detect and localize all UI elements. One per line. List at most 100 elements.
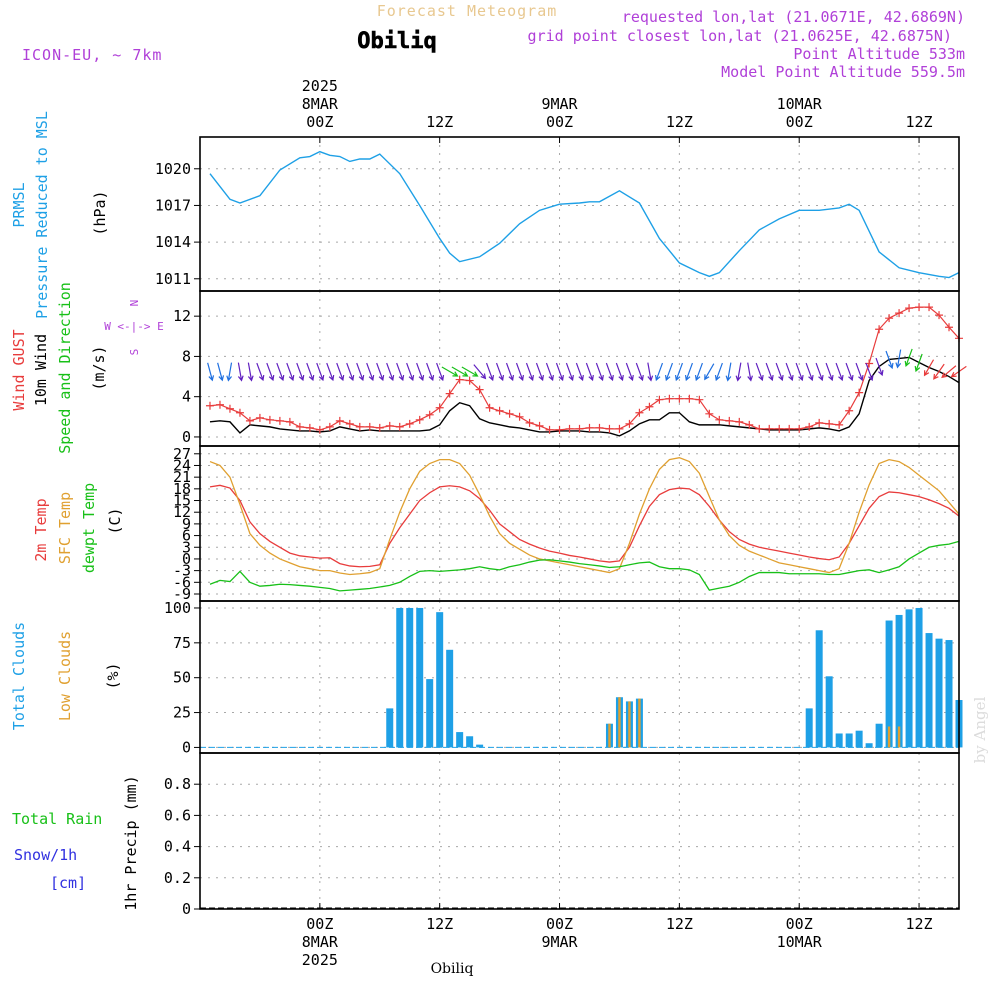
gust-marker — [885, 314, 894, 323]
x-tick-label-top: 12Z — [666, 113, 693, 131]
wind-arrow — [647, 362, 654, 382]
gust-marker — [665, 394, 674, 403]
wind-arrow — [451, 366, 469, 377]
bar-total-clouds — [935, 638, 943, 748]
gust-marker — [695, 395, 704, 404]
panel-frame — [199, 136, 960, 292]
bar-total-clouds — [406, 607, 414, 748]
gust-marker — [295, 422, 304, 431]
wind-arrow — [635, 362, 644, 382]
gust-marker — [845, 406, 854, 415]
wind-arrow — [356, 362, 365, 382]
y-tick-label: 21 — [173, 468, 191, 486]
meteogram-title: Forecast Meteogram — [377, 2, 558, 20]
gust-marker — [775, 424, 784, 433]
y-tick-label: 9 — [182, 515, 191, 533]
gust-marker — [715, 415, 724, 424]
wind-arrow — [266, 362, 275, 382]
gust-marker — [385, 421, 394, 430]
panel-frame — [199, 600, 960, 754]
wind-arrow — [625, 362, 634, 382]
y-tick-label: 8 — [182, 347, 191, 365]
requested-coords: requested lon,lat (21.0671E, 42.6869N) — [622, 8, 965, 26]
low-clouds-label: Low Clouds — [56, 631, 74, 721]
bar-low-clouds — [638, 698, 641, 748]
wind-arrow — [845, 362, 854, 382]
wind-arrow — [555, 362, 564, 382]
gust-marker — [575, 424, 584, 433]
x-tick-label-top: 9MAR — [541, 95, 578, 113]
bar-low-clouds — [887, 726, 891, 748]
wind-arrow — [396, 362, 405, 382]
wind-arrow — [436, 362, 445, 382]
wind-arrow — [941, 365, 957, 379]
gust-marker — [625, 419, 634, 428]
gust-marker — [415, 415, 424, 424]
wind-arrow — [416, 362, 425, 382]
x-tick-label-bottom: 00Z — [786, 915, 813, 933]
x-tick-label-top: 10MAR — [777, 95, 823, 113]
y-tick-label: -9 — [173, 585, 191, 603]
series-line-10m-wind — [209, 356, 960, 437]
wind-arrow — [885, 350, 894, 370]
x-tick-label-bottom: 12Z — [666, 915, 693, 933]
y-tick-label: 3 — [182, 538, 191, 556]
series-line-sfc-temp — [209, 457, 960, 576]
wind-arrow — [747, 362, 754, 382]
gust-marker — [615, 424, 624, 433]
model-point-altitude: Model Point Altitude 559.5m — [721, 63, 965, 81]
wind-arrow — [765, 362, 774, 382]
series-line-prmsl — [209, 150, 960, 279]
wind-arrow — [785, 362, 794, 382]
wind-arrow — [835, 362, 844, 382]
gust-marker — [205, 401, 214, 410]
gust-marker — [255, 413, 264, 422]
gust-marker — [705, 409, 714, 418]
y-tick-label: 27 — [173, 445, 191, 463]
gust-marker — [465, 376, 474, 385]
wind-arrow — [904, 348, 913, 368]
y-tick-label: 6 — [182, 527, 191, 545]
bar-total-clouds — [446, 649, 454, 748]
x-tick-label-top: 8MAR — [302, 95, 339, 113]
bar-total-clouds — [905, 609, 913, 748]
y-tick-label: 0 — [182, 428, 191, 446]
wind-arrow — [441, 366, 459, 377]
gust-marker — [365, 422, 374, 431]
wind-arrow — [237, 362, 244, 382]
bar-total-clouds — [835, 733, 843, 748]
gust-marker — [345, 419, 354, 428]
wind-unit: (m/s) — [90, 345, 108, 390]
sfc-label: SFC Temp — [56, 492, 74, 564]
gust-marker — [935, 311, 944, 320]
wind-arrow — [815, 362, 824, 382]
x-tick-label-top: 12Z — [426, 113, 453, 131]
wind-arrow — [735, 362, 742, 382]
wind-arrow — [525, 362, 534, 382]
compass-we: W <-|-> E — [104, 320, 164, 333]
gust-marker — [525, 418, 534, 427]
wind-arrow — [775, 362, 784, 382]
bar-total-clouds — [426, 679, 434, 748]
gust-marker — [745, 420, 754, 429]
x-tick-label-bottom: 12Z — [426, 915, 453, 933]
gust-marker — [765, 424, 774, 433]
wind-arrow — [755, 362, 764, 382]
y-tick-label: 0 — [182, 900, 191, 918]
gust-marker — [925, 303, 934, 312]
gust-marker — [505, 409, 514, 418]
gust-marker — [915, 303, 924, 312]
wind-arrow — [704, 363, 715, 381]
x-tick-label-bottom: 00Z — [546, 915, 573, 933]
gust-marker — [285, 417, 294, 426]
wind-arrow — [276, 362, 285, 382]
snow-unit-label: [cm] — [50, 874, 86, 892]
wind-arrow — [515, 362, 525, 382]
gust-marker — [825, 419, 834, 428]
gust-marker — [555, 425, 564, 434]
bar-total-clouds — [845, 733, 853, 748]
wind-arrow — [825, 362, 834, 382]
wind-arrow — [795, 362, 804, 382]
wind-arrow — [326, 362, 335, 382]
total-clouds-label: Total Clouds — [10, 622, 28, 730]
